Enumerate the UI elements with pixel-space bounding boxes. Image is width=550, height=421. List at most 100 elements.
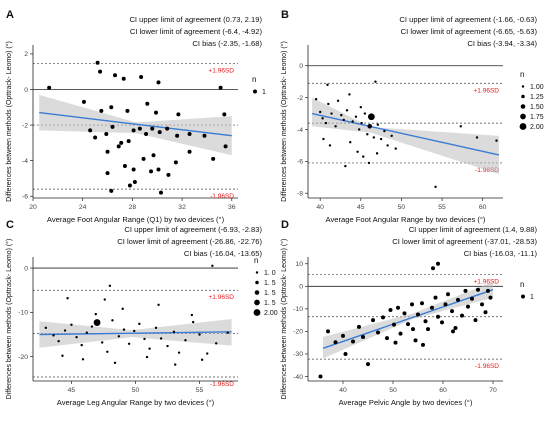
ci-annotation: CI upper limit of agreement (0.73, 2.19): [129, 15, 262, 24]
data-point: [392, 322, 396, 327]
panel-letter: D: [281, 219, 289, 231]
data-point: [57, 339, 60, 343]
legend: n1: [252, 75, 266, 96]
data-point: [139, 75, 144, 80]
data-point: [108, 284, 112, 287]
ci-annotation: CI upper limit of agreement (1.4, 9.88): [409, 225, 538, 234]
y-tick-label: -4: [297, 127, 303, 134]
data-point: [127, 183, 132, 188]
data-point: [176, 112, 181, 117]
data-point: [119, 140, 124, 145]
data-point: [376, 330, 380, 335]
regression-line: [39, 331, 232, 336]
regression-line: [322, 289, 494, 349]
lower-sd-label: -1.96SD: [475, 167, 499, 174]
ci-annotation: CI lower limit of agreement (-37.01, -28…: [392, 237, 537, 246]
y-tick-label: -8: [297, 191, 303, 198]
data-point: [379, 137, 383, 141]
legend-title: n: [520, 70, 524, 79]
data-point: [100, 341, 104, 344]
data-point: [145, 101, 150, 106]
data-point: [187, 149, 192, 154]
data-point: [143, 337, 146, 341]
legend-marker: [520, 113, 526, 120]
data-point: [436, 314, 440, 319]
data-point: [121, 307, 124, 311]
data-point: [451, 329, 455, 334]
data-point: [383, 129, 386, 133]
ci-annotation: CI bias (-3.94, -3.34): [467, 39, 537, 48]
data-point: [328, 144, 332, 147]
y-axis-label: Differences between methods (Opttrack- L…: [280, 239, 288, 400]
data-point: [166, 344, 169, 348]
x-tick-label: 40: [339, 387, 347, 394]
data-point: [52, 334, 55, 337]
legend-marker: [255, 271, 259, 274]
data-point: [125, 108, 130, 113]
upper-sd-label: +1.96SD: [474, 279, 500, 286]
legend-marker: [253, 309, 261, 316]
data-point: [148, 347, 151, 350]
legend-title: n: [254, 256, 258, 265]
x-tick-label: 50: [132, 387, 140, 394]
data-point: [420, 301, 424, 306]
ci-band: [323, 281, 493, 359]
upper-sd-label: +1.96SD: [209, 294, 235, 301]
x-axis-label: Average Foot Angular Range (Q1) by two d…: [47, 215, 225, 224]
data-point: [360, 121, 363, 125]
data-point: [226, 331, 229, 334]
y-axis-label: Differences between methods (Opttrack- L…: [5, 41, 13, 202]
data-point: [367, 161, 371, 165]
ci-annotation: CI bias (-2.35, -1.68): [192, 39, 262, 48]
data-point: [475, 136, 479, 139]
data-point: [393, 340, 398, 345]
data-point: [184, 339, 187, 342]
data-point: [357, 324, 361, 329]
data-point: [172, 330, 176, 334]
data-point: [141, 156, 146, 161]
data-point: [345, 109, 349, 112]
data-point: [388, 307, 393, 312]
data-point: [113, 361, 117, 365]
y-tick-label: 0: [299, 284, 303, 291]
data-point: [81, 358, 85, 361]
x-axis-label: Average Pelvic Angle by two devices (°): [339, 398, 473, 407]
data-point: [394, 147, 397, 150]
y-axis-label: Differences between methods (Opttrack- L…: [5, 239, 13, 400]
y-tick-label: -2: [297, 95, 303, 102]
y-tick-label: 0: [299, 63, 303, 70]
data-point: [106, 350, 109, 353]
data-point: [318, 374, 323, 379]
data-point: [158, 190, 163, 195]
legend-marker: [255, 280, 259, 285]
data-point: [117, 335, 121, 338]
ci-annotation: CI bias (-16.03, -11.1): [464, 249, 538, 258]
ci-annotation: CI upper limit of agreement (-6.93, -2.8…: [124, 225, 262, 234]
panel-b: B CI upper limit of agreement (-1.66, -0.…: [280, 9, 544, 224]
panel-a: A CI upper limit of agreement (0.73, 2.19…: [5, 9, 266, 224]
data-point: [413, 338, 418, 343]
data-point: [443, 302, 448, 307]
data-point: [95, 60, 100, 65]
data-point: [105, 171, 110, 176]
legend-label: 1.75: [530, 114, 544, 121]
data-point: [111, 319, 114, 322]
y-tick-label: -6: [297, 159, 303, 166]
data-point: [187, 131, 192, 136]
data-point: [222, 112, 227, 117]
y-tick-label: 0: [24, 87, 28, 94]
data-point: [121, 76, 126, 81]
lower-sd-label: -1.96SD: [210, 193, 234, 200]
data-point: [206, 352, 209, 355]
x-axis-label: Average Leg Angular Range by two devices…: [57, 398, 215, 407]
x-tick-label: 70: [489, 387, 497, 394]
data-point: [137, 126, 142, 131]
data-point: [211, 264, 214, 268]
data-point: [314, 97, 318, 101]
data-point: [156, 80, 161, 85]
data-point: [166, 172, 171, 177]
legend-label: 1: [262, 89, 266, 96]
data-point: [151, 153, 156, 158]
data-point: [131, 167, 136, 172]
data-point: [110, 124, 115, 129]
